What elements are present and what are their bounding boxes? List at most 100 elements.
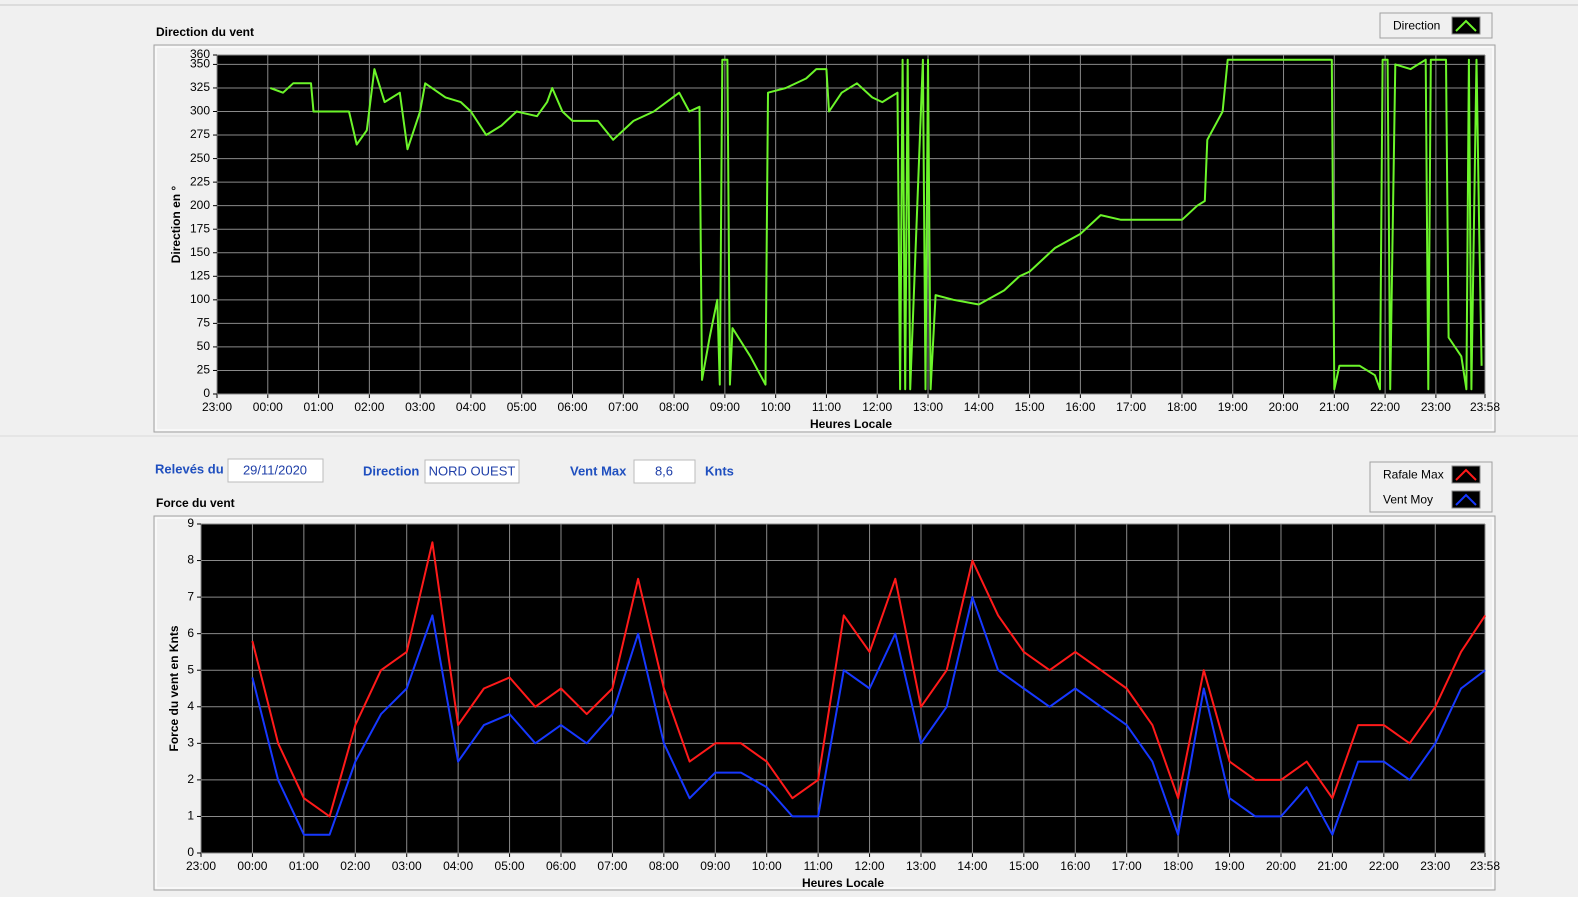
x-tick-label: 12:00	[855, 859, 885, 873]
x-tick-label: 15:00	[1009, 859, 1039, 873]
date-field[interactable]	[227, 458, 324, 483]
chart-title: Force du vent	[156, 496, 235, 510]
x-tick-label: 17:00	[1116, 400, 1146, 414]
chart-title: Direction du vent	[156, 25, 254, 39]
x-axis-label: Heures Locale	[810, 417, 892, 431]
series-line	[251, 596, 1486, 836]
x-tick-label: 09:00	[710, 400, 740, 414]
y-tick-label: 2	[187, 772, 194, 786]
x-axis-label: Heures Locale	[802, 876, 884, 890]
x-tick-label: 22:00	[1370, 400, 1400, 414]
form-row: Relevés du 29/11/2020 Direction NORD OUE…	[155, 458, 734, 484]
y-axis-label: Direction en °	[169, 186, 183, 264]
x-tick-label: 18:00	[1167, 400, 1197, 414]
x-tick-label: 19:00	[1215, 859, 1245, 873]
x-tick-label: 23:00	[1420, 859, 1450, 873]
x-tick-label: 04:00	[443, 859, 473, 873]
y-tick-label: 0	[203, 386, 210, 400]
legend-label: Rafale Max	[1383, 468, 1444, 482]
x-tick-label: 23:00	[186, 859, 216, 873]
x-tick-label: 00:00	[253, 400, 283, 414]
x-tick-label: 02:00	[340, 859, 370, 873]
legend-label: Direction	[1393, 19, 1440, 33]
y-tick-label: 25	[197, 363, 211, 377]
series-line	[269, 58, 1483, 391]
x-tick-label: 10:00	[752, 859, 782, 873]
y-tick-label: 4	[187, 699, 194, 713]
legend-swatch	[1455, 493, 1477, 506]
legend-swatch	[1455, 468, 1477, 481]
vmax-label: Vent Max	[570, 463, 627, 478]
y-tick-label: 175	[190, 221, 210, 235]
date-value: 29/11/2020	[243, 462, 307, 477]
legend-swatch-box	[1451, 16, 1481, 35]
x-tick-label: 16:00	[1065, 400, 1095, 414]
x-tick-label: 10:00	[761, 400, 791, 414]
x-tick-label: 11:00	[804, 859, 833, 873]
x-tick-label: 23:00	[1421, 400, 1451, 414]
x-tick-label: 02:00	[354, 400, 384, 414]
vmax-field[interactable]	[633, 459, 696, 484]
x-tick-label: 09:00	[700, 859, 730, 873]
y-tick-label: 75	[197, 316, 211, 330]
y-tick-label: 325	[190, 80, 210, 94]
y-tick-label: 250	[190, 151, 210, 165]
legend-swatch	[1455, 19, 1477, 32]
x-tick-label: 23:58	[1470, 400, 1500, 414]
x-tick-label: 13:00	[906, 859, 936, 873]
direction-value: NORD OUEST	[429, 463, 516, 478]
plot-area	[217, 55, 1485, 394]
x-tick-label: 19:00	[1218, 400, 1248, 414]
y-tick-label: 360	[190, 47, 210, 61]
x-tick-label: 08:00	[659, 400, 689, 414]
legend-swatch-box	[1451, 465, 1481, 484]
x-tick-label: 00:00	[237, 859, 267, 873]
x-tick-label: 21:00	[1319, 400, 1349, 414]
y-tick-label: 300	[190, 104, 210, 118]
y-tick-label: 275	[190, 127, 210, 141]
series-line	[251, 541, 1487, 818]
y-tick-label: 1	[187, 809, 194, 823]
direction-field[interactable]	[424, 459, 520, 484]
legend-label: Vent Moy	[1383, 493, 1433, 507]
y-tick-label: 6	[187, 626, 194, 640]
vmax-value: 8,6	[655, 463, 673, 478]
x-tick-label: 23:00	[202, 400, 232, 414]
x-tick-label: 05:00	[495, 859, 525, 873]
x-tick-label: 06:00	[546, 859, 576, 873]
x-tick-label: 07:00	[597, 859, 627, 873]
y-tick-label: 9	[187, 516, 194, 530]
x-tick-label: 03:00	[392, 859, 422, 873]
y-axis-label: Force du vent en Knts	[167, 625, 181, 751]
x-tick-label: 06:00	[557, 400, 587, 414]
unit-label: Knts	[705, 463, 734, 478]
plot-area	[201, 524, 1485, 853]
x-tick-label: 14:00	[957, 859, 987, 873]
y-tick-label: 8	[187, 553, 194, 567]
y-tick-label: 125	[190, 268, 210, 282]
chart-frame-inner	[155, 517, 1494, 889]
x-tick-label: 17:00	[1112, 859, 1142, 873]
x-tick-label: 05:00	[507, 400, 537, 414]
y-tick-label: 225	[190, 174, 210, 188]
y-tick-label: 5	[187, 662, 194, 676]
y-tick-label: 100	[190, 292, 210, 306]
x-tick-label: 20:00	[1266, 859, 1296, 873]
x-tick-label: 15:00	[1015, 400, 1045, 414]
y-tick-label: 3	[187, 736, 194, 750]
y-tick-label: 50	[197, 339, 211, 353]
x-tick-label: 08:00	[649, 859, 679, 873]
x-tick-label: 01:00	[304, 400, 334, 414]
x-tick-label: 03:00	[405, 400, 435, 414]
direction-label: Direction	[363, 463, 419, 478]
x-tick-label: 22:00	[1369, 859, 1399, 873]
y-tick-label: 350	[190, 57, 210, 71]
x-tick-label: 21:00	[1317, 859, 1347, 873]
x-tick-label: 04:00	[456, 400, 486, 414]
x-tick-label: 01:00	[289, 859, 319, 873]
y-tick-label: 200	[190, 198, 210, 212]
x-tick-label: 11:00	[812, 400, 841, 414]
x-tick-label: 12:00	[862, 400, 892, 414]
x-tick-label: 14:00	[964, 400, 994, 414]
